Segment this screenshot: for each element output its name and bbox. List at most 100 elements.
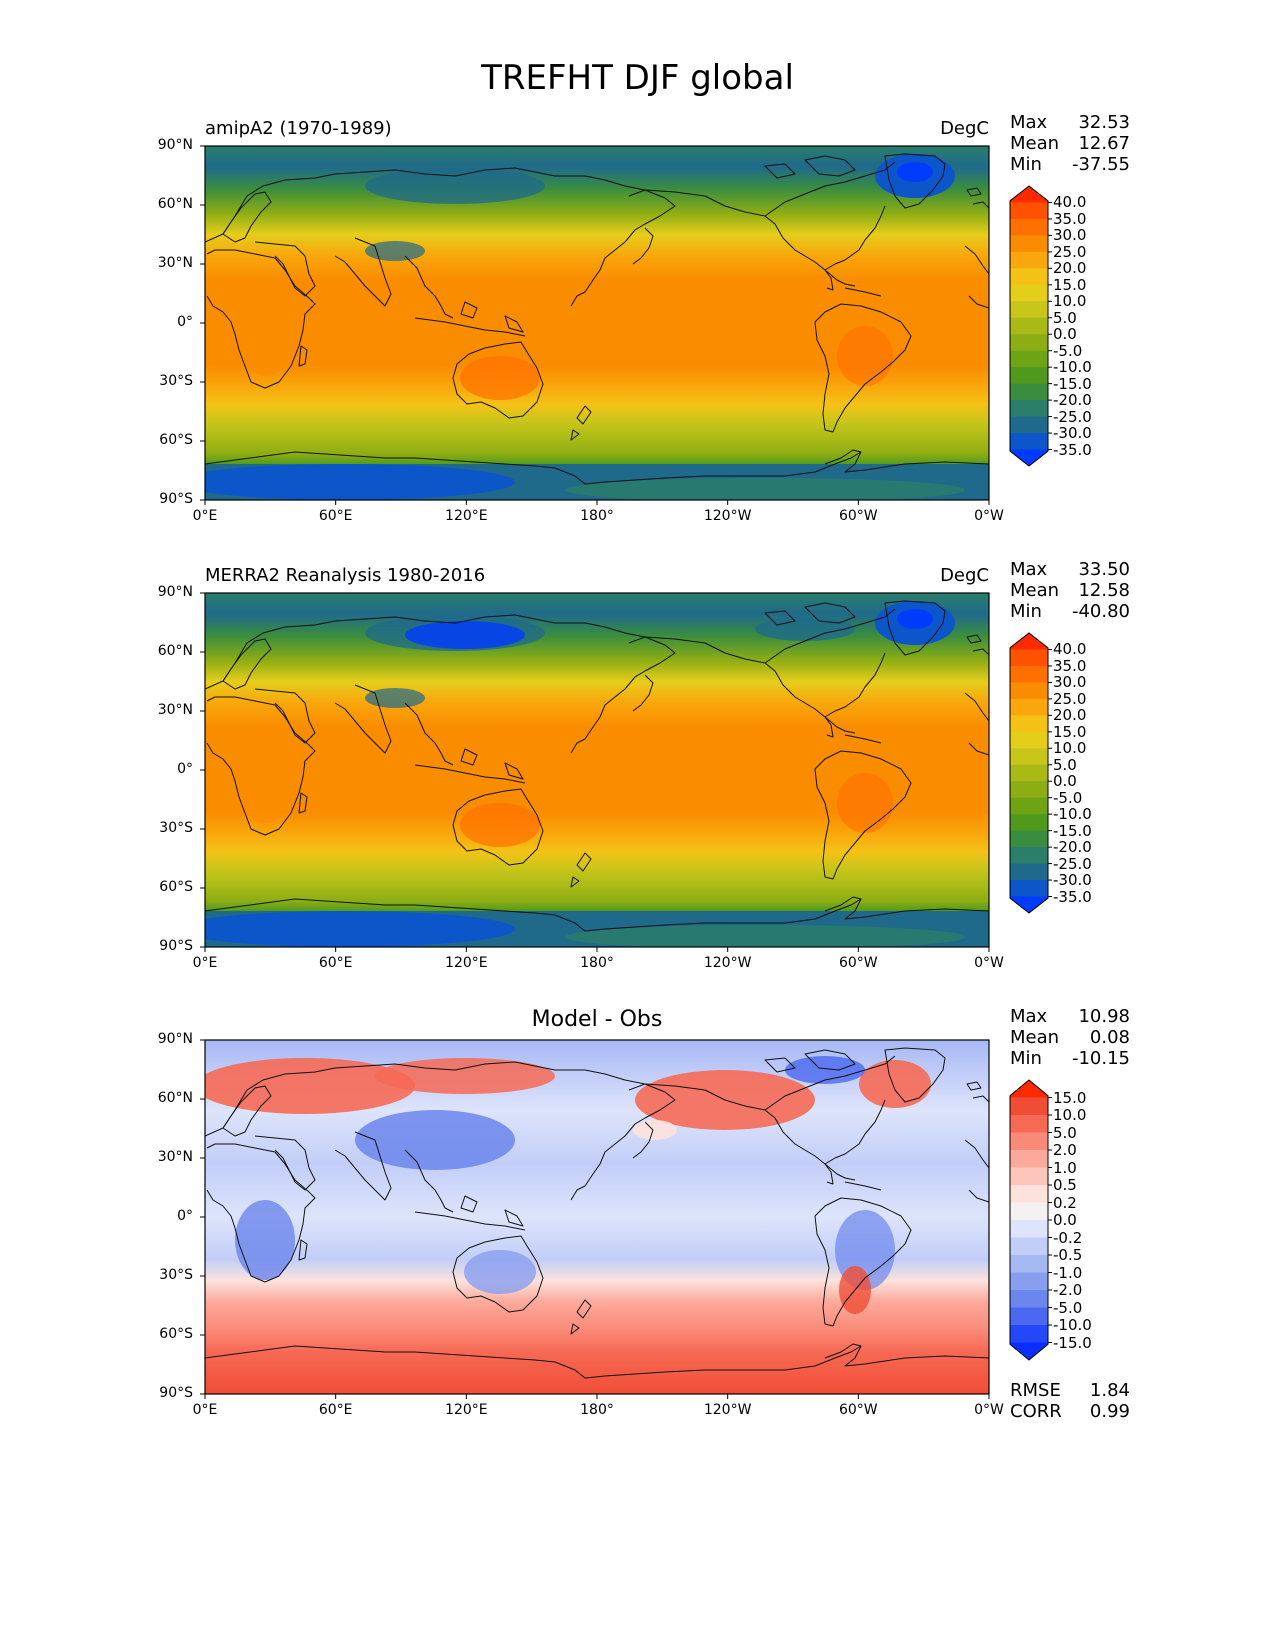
- colorbar-tick-label: -30.0: [1053, 424, 1092, 443]
- colorbar-tick-label: 0.0: [1053, 325, 1077, 344]
- colorbar-tick-label: -20.0: [1053, 838, 1092, 857]
- lat-tick-label: 60°S: [159, 1326, 193, 1342]
- colorbar-tick-label: 15.0: [1053, 722, 1087, 741]
- footer-stat-label: RMSE: [1010, 1380, 1061, 1401]
- colorbar-band: [1010, 400, 1048, 418]
- lat-tick-label: 60°S: [159, 432, 193, 448]
- colorbar-tick-label: 35.0: [1053, 209, 1087, 228]
- lat-tick-label: 30°N: [157, 255, 193, 271]
- map-reference: [204, 592, 990, 948]
- lon-tick-label: 0°W: [974, 955, 1004, 971]
- stat-label: Max: [1010, 1006, 1048, 1027]
- lat-tick-label: 30°S: [159, 1267, 193, 1283]
- colorbar-extend-max: [1010, 186, 1048, 203]
- colorbar-tick-label: 10.0: [1053, 739, 1087, 758]
- colorbar-band: [1010, 731, 1048, 749]
- lat-tick-label: 0°: [177, 314, 193, 330]
- colorbar-tick-label: 1.0: [1053, 1158, 1077, 1177]
- colorbar-tick-label: -35.0: [1053, 440, 1092, 459]
- colorbar-tick-label: 5.0: [1053, 308, 1077, 327]
- stat-label: Max: [1010, 559, 1048, 580]
- lat-tick-label: 90°N: [157, 584, 193, 600]
- colorbar-tick-label: -25.0: [1053, 854, 1092, 873]
- lon-tick-label: 60°E: [318, 508, 353, 524]
- lat-tick-label: 60°N: [157, 196, 193, 212]
- stat-label: Min: [1010, 154, 1042, 175]
- colorbar-tick-label: -5.0: [1053, 788, 1083, 807]
- colorbar-tick-label: 0.0: [1053, 772, 1077, 791]
- colorbar-tick-label: -5.0: [1053, 1298, 1083, 1317]
- colorbar-band: [1010, 284, 1048, 302]
- lon-tick-label: 0°W: [974, 508, 1004, 524]
- stat-label: Mean: [1010, 580, 1060, 601]
- colorbar-tick-label: -30.0: [1053, 871, 1092, 890]
- colorbar-tick-label: -10.0: [1053, 358, 1092, 377]
- colorbar-extend-max: [1010, 633, 1048, 650]
- colorbar-band: [1010, 317, 1048, 335]
- stat-value: -40.80: [1071, 601, 1130, 622]
- colorbar-band: [1010, 268, 1048, 286]
- stat-value: 0.08: [1089, 1027, 1130, 1048]
- stat-label: Mean: [1010, 133, 1060, 154]
- colorbar-tick-label: 0.2: [1053, 1193, 1077, 1212]
- colorbar: [1009, 1079, 1049, 1361]
- colorbar-band: [1010, 682, 1048, 700]
- colorbar-tick-label: 20.0: [1053, 259, 1087, 278]
- footer-stat-label: CORR: [1010, 1401, 1062, 1422]
- panel-title-left: MERRA2 Reanalysis 1980-2016: [205, 565, 486, 586]
- colorbar-band: [1010, 1115, 1048, 1133]
- colorbar-band: [1010, 334, 1048, 352]
- lat-tick-label: 60°N: [157, 643, 193, 659]
- colorbar-band: [1010, 814, 1048, 832]
- lon-tick-label: 60°W: [838, 955, 878, 971]
- stat-label: Min: [1010, 601, 1042, 622]
- colorbar-band: [1010, 1290, 1048, 1308]
- colorbar-tick-label: 30.0: [1053, 673, 1087, 692]
- panel-title-left: amipA2 (1970-1989): [205, 118, 392, 139]
- colorbar-tick-label: 30.0: [1053, 226, 1087, 245]
- stat-value: 33.50: [1078, 559, 1130, 580]
- colorbar-band: [1010, 797, 1048, 815]
- stat-value: 10.98: [1078, 1006, 1130, 1027]
- lon-tick-label: 120°E: [445, 1402, 488, 1418]
- lat-tick-label: 90°N: [157, 137, 193, 153]
- colorbar-band: [1010, 1167, 1048, 1186]
- stat-value: -10.15: [1071, 1048, 1130, 1069]
- colorbar-tick-label: -15.0: [1053, 821, 1092, 840]
- figure-title: TREFHT DJF global: [481, 58, 794, 98]
- footer-stat-value: 0.99: [1089, 1401, 1130, 1422]
- lat-tick-label: 30°N: [157, 1149, 193, 1165]
- lon-tick-label: 60°E: [318, 955, 353, 971]
- lon-tick-label: 120°W: [703, 955, 752, 971]
- lon-tick-label: 120°E: [445, 508, 488, 524]
- lat-tick-label: 30°S: [159, 820, 193, 836]
- colorbar-band: [1010, 1202, 1048, 1221]
- lat-tick-label: 90°S: [159, 491, 193, 507]
- lon-tick-label: 0°E: [192, 508, 218, 524]
- colorbar-tick-label: -20.0: [1053, 391, 1092, 410]
- lat-tick-label: 0°: [177, 1208, 193, 1224]
- colorbar-tick-label: 10.0: [1053, 1106, 1087, 1124]
- colorbar-extend-max: [1010, 1080, 1048, 1098]
- panel-title-center: Model - Obs: [531, 1007, 663, 1032]
- lon-tick-label: 180°: [580, 955, 614, 971]
- stat-label: Mean: [1010, 1027, 1060, 1048]
- colorbar-band: [1010, 781, 1048, 799]
- colorbar-tick-label: 15.0: [1053, 275, 1087, 294]
- colorbar-tick-label: 25.0: [1053, 689, 1087, 708]
- colorbar-band: [1010, 218, 1048, 236]
- colorbar-band: [1010, 1307, 1048, 1326]
- lon-tick-label: 60°W: [838, 508, 878, 524]
- lat-tick-label: 0°: [177, 761, 193, 777]
- colorbar-extend-min: [1010, 1342, 1048, 1360]
- colorbar-band: [1010, 1325, 1048, 1343]
- colorbar-band: [1010, 715, 1048, 733]
- lon-tick-label: 0°E: [192, 1402, 218, 1418]
- colorbar-band: [1010, 202, 1048, 220]
- lon-tick-label: 120°E: [445, 955, 488, 971]
- colorbar-tick-label: -15.0: [1053, 374, 1092, 393]
- colorbar-tick-label: -35.0: [1053, 887, 1092, 906]
- colorbar-band: [1010, 367, 1048, 385]
- colorbar-tick-label: 35.0: [1053, 656, 1087, 675]
